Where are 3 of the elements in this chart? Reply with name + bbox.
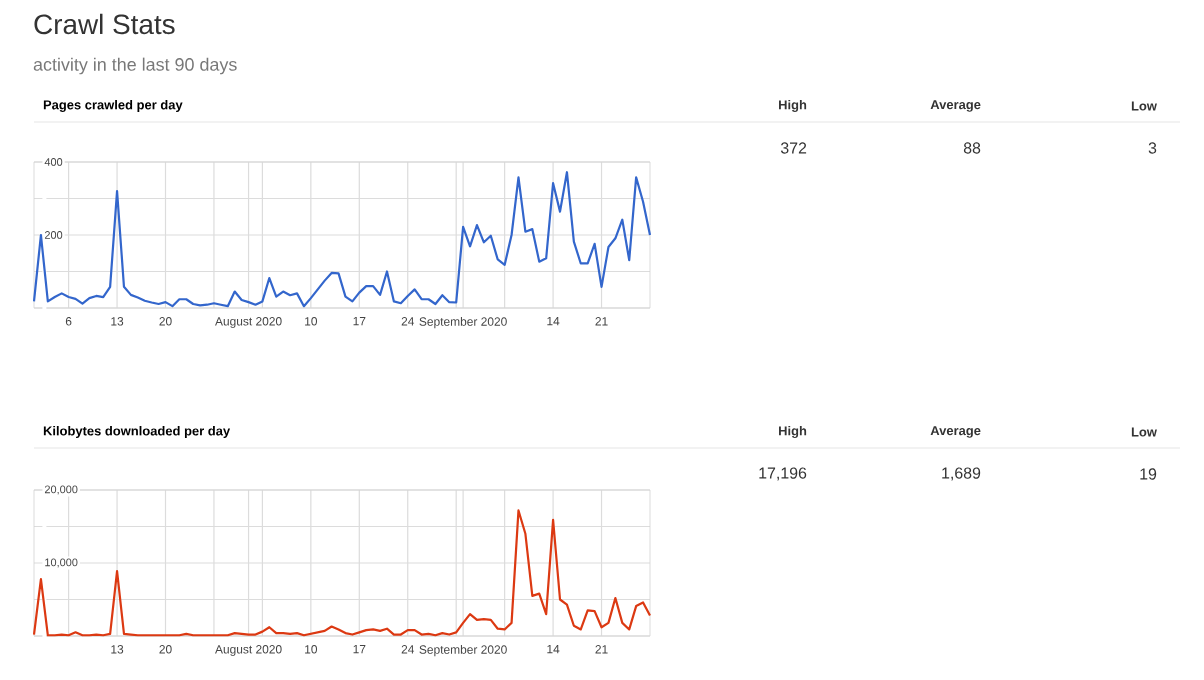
text: Crawl Stats (34, 13, 175, 35)
line-series (32, 171, 652, 308)
text: activity in the last 90 days (33, 57, 237, 75)
